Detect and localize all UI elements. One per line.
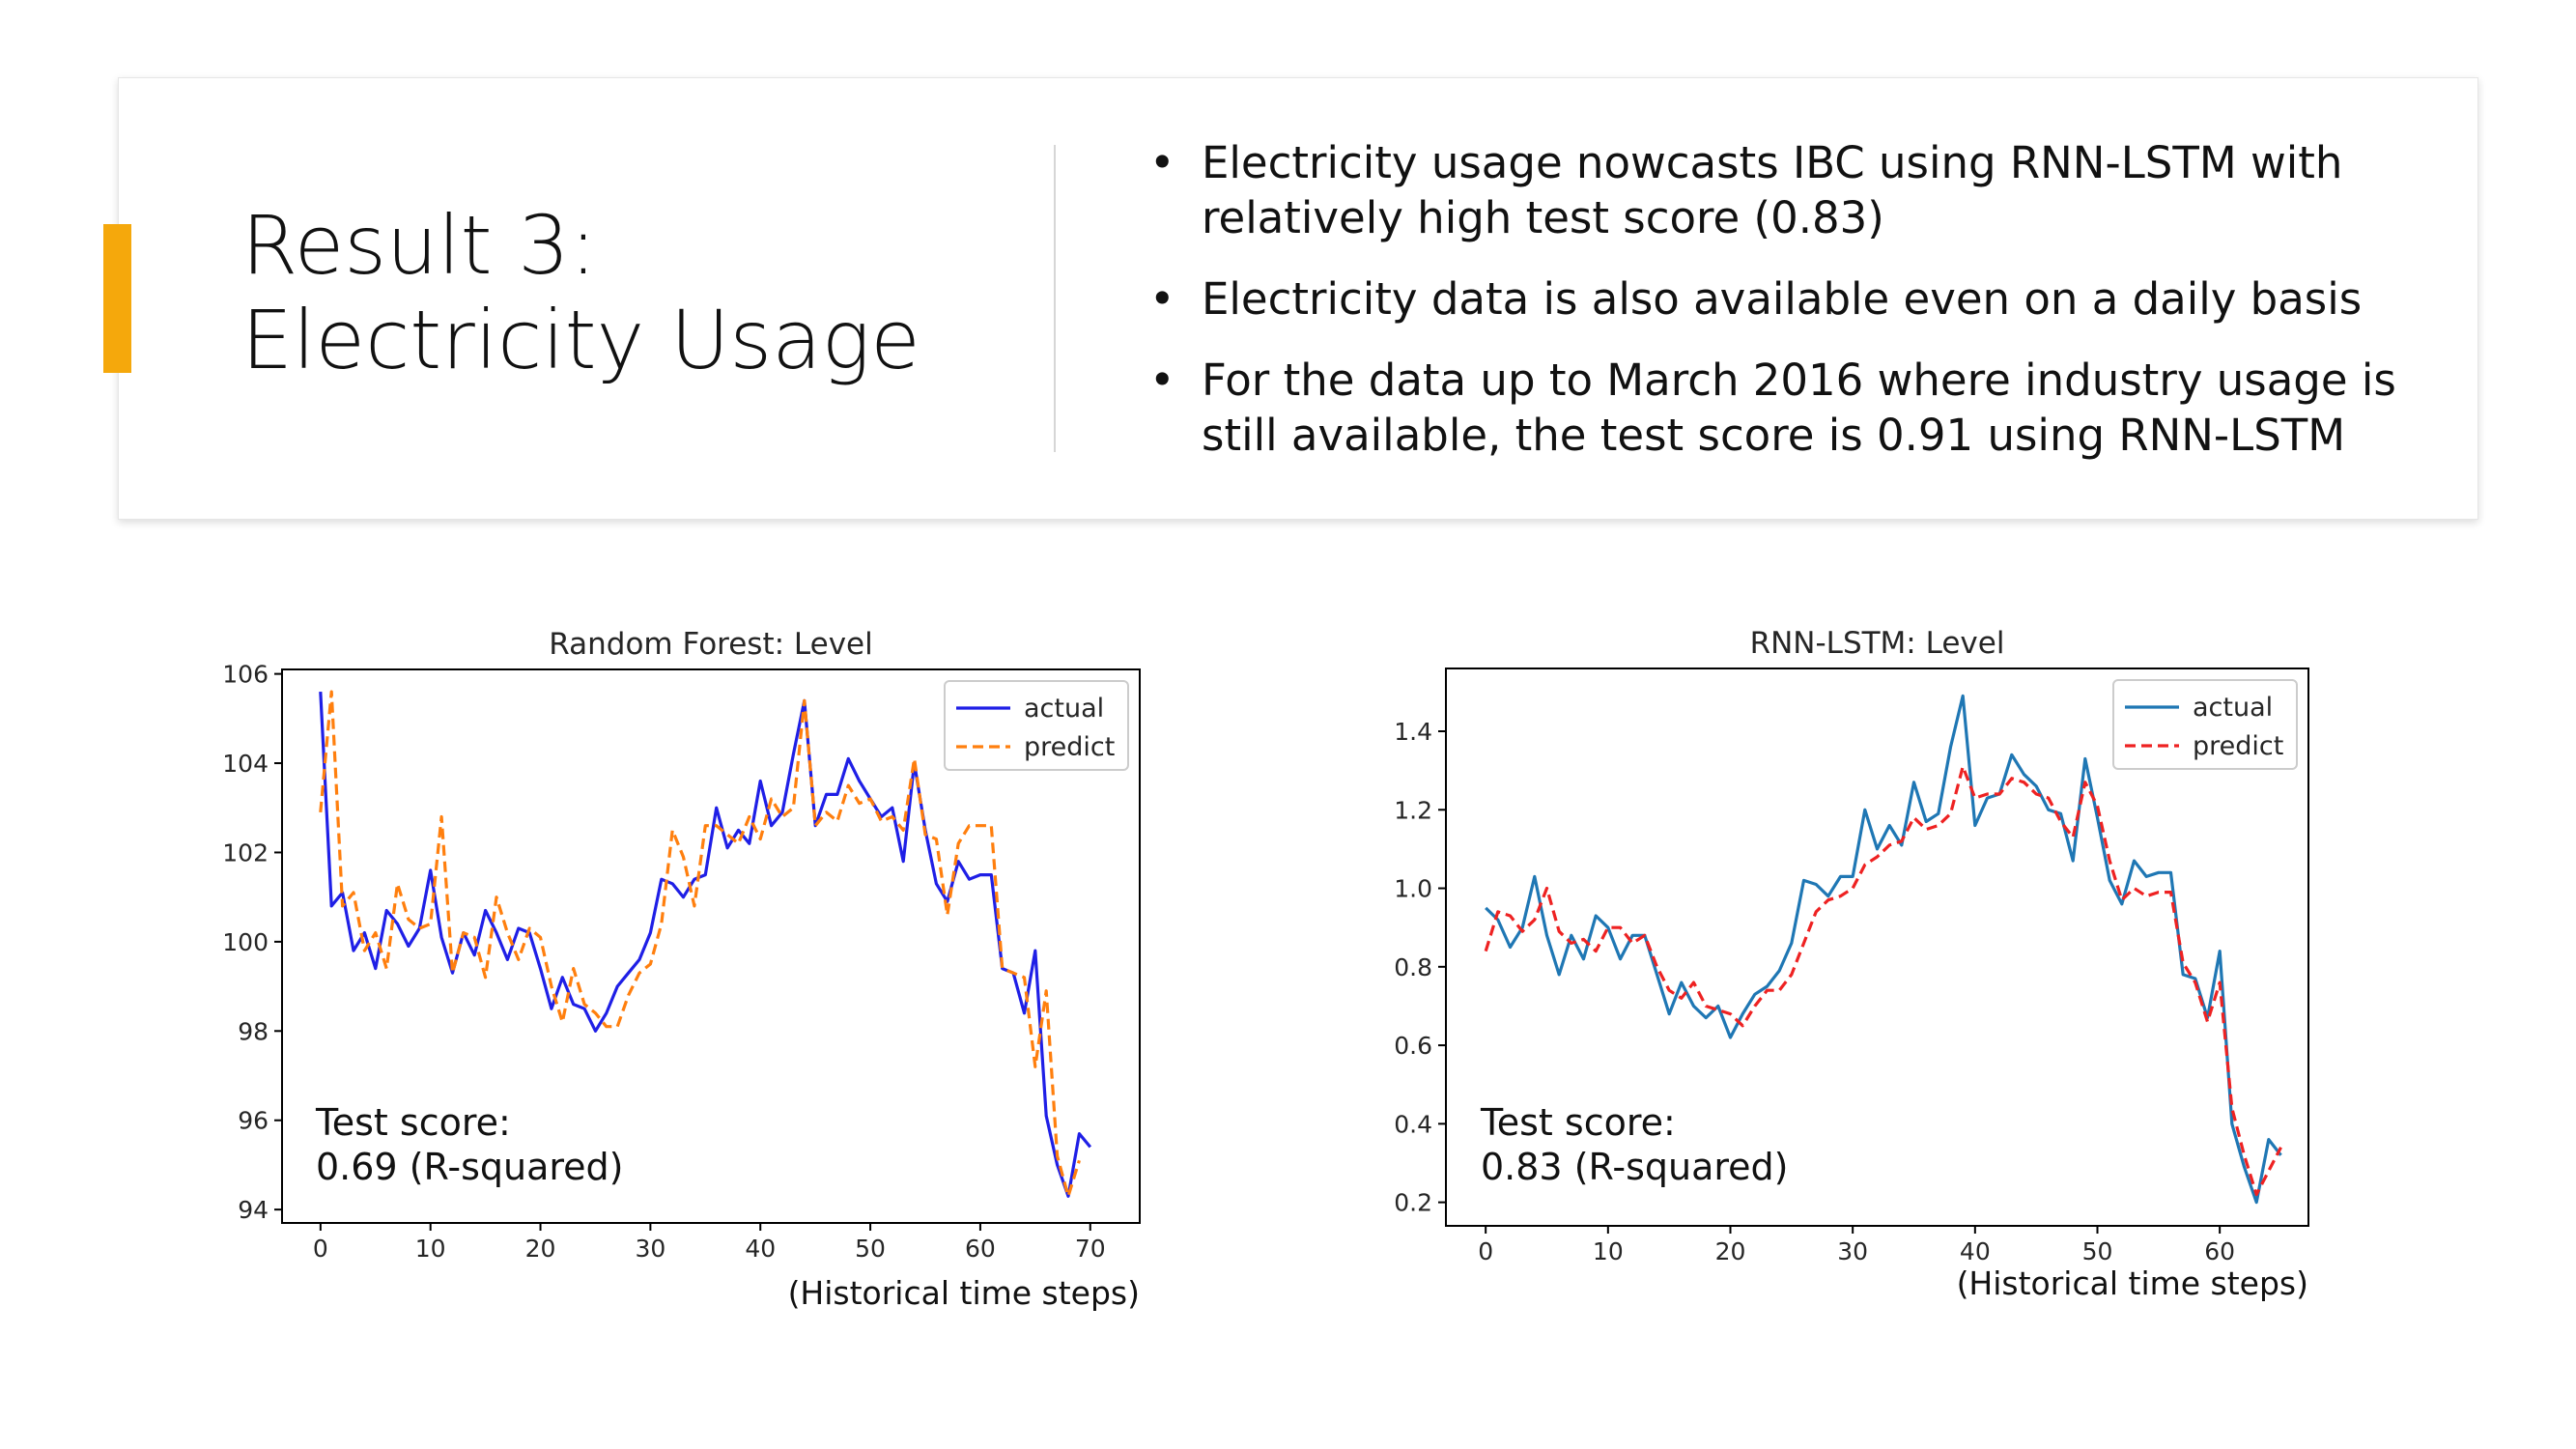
rnn-lstm-chart: RNN-LSTM: Level 0 10 20 30 40 50 60 0.2 0.4 0.6 0.8…	[1343, 609, 2328, 1323]
rf-y-tick-label: 96	[238, 1107, 269, 1135]
lstm-x-tick-label: 50	[2082, 1237, 2113, 1265]
lstm-series-predict-line	[1484, 765, 2282, 1197]
lstm-x-tick-label: 0	[1478, 1237, 1493, 1265]
rf-x-axis-label: (Historical time steps)	[788, 1274, 1140, 1312]
lstm-x-tick-label: 20	[1715, 1237, 1746, 1265]
lstm-y-tick-label: 0.6	[1394, 1032, 1432, 1060]
rf-x-tick-label: 0	[313, 1235, 328, 1263]
lstm-x-tick-label: 40	[1960, 1237, 1991, 1265]
bullet-dot-icon: •	[1149, 273, 1175, 325]
rf-y-tick-label: 100	[222, 928, 269, 956]
rf-legend-label-predict: predict	[1024, 732, 1115, 762]
rf-y-tick-label: 98	[238, 1017, 269, 1045]
lstm-x-tick-label: 10	[1593, 1237, 1624, 1265]
rf-x-tick-label: 30	[635, 1235, 665, 1263]
rf-axes-frame	[281, 668, 1141, 1224]
random-forest-chart-svg: Random Forest: Level 0 10 20 30 40 50 60 70 94 96 9…	[222, 627, 1141, 1312]
random-forest-chart: Random Forest: Level 0 10 20 30 40 50 60 70 94 96 9…	[174, 609, 1159, 1323]
rf-x-tick-label: 50	[855, 1235, 886, 1263]
rf-chart-title: Random Forest: Level	[549, 627, 872, 662]
header-card	[118, 77, 2478, 520]
lstm-test-score-line1: Test score:	[1481, 1101, 1676, 1144]
rf-series-actual-line	[319, 692, 1092, 1198]
rf-test-score-line2: 0.69 (R-squared)	[316, 1146, 624, 1188]
lstm-x-tick-label: 60	[2204, 1237, 2235, 1265]
rf-series-predict-line	[319, 690, 1081, 1198]
lstm-series-actual-line	[1485, 694, 2282, 1205]
slide-title-line2: Electricity Usage	[241, 293, 920, 387]
bullet-text: For the data up to March 2016 where indu…	[1202, 355, 2396, 461]
lstm-y-tick-label: 0.8	[1394, 953, 1432, 981]
slide-title-line1: Result 3:	[241, 198, 597, 293]
rf-y-tick-label: 106	[222, 661, 269, 689]
rf-test-score-label: Test score: 0.69 (R-squared)	[316, 1101, 624, 1188]
lstm-chart-title: RNN-LSTM: Level	[1750, 626, 2005, 661]
lstm-test-score-line2: 0.83 (R-squared)	[1481, 1146, 1789, 1188]
rnn-lstm-chart-svg: RNN-LSTM: Level 0 10 20 30 40 50 60 0.2 0.4 0.6 0.8…	[1394, 626, 2309, 1302]
rf-legend-label-actual: actual	[1024, 694, 1104, 724]
rf-y-tick-label: 104	[222, 750, 269, 778]
lstm-y-tick-label: 0.4	[1394, 1110, 1432, 1138]
rf-x-tick-label: 40	[745, 1235, 776, 1263]
bullet-text: Electricity usage nowcasts IBC using RNN…	[1202, 137, 2343, 243]
rf-test-score-line1: Test score:	[316, 1101, 511, 1144]
lstm-test-score-label: Test score: 0.83 (R-squared)	[1481, 1101, 1789, 1188]
accent-bar	[103, 224, 131, 373]
lstm-x-tick-label: 30	[1837, 1237, 1868, 1265]
rf-x-tick-label: 70	[1075, 1235, 1106, 1263]
lstm-y-tick-label: 0.2	[1394, 1189, 1432, 1217]
lstm-axes-frame	[1445, 668, 2309, 1227]
lstm-x-axis-label: (Historical time steps)	[1957, 1264, 2308, 1302]
bullet-item: • Electricity data is also available even…	[1149, 271, 2453, 327]
lstm-y-tick-label: 1.0	[1394, 875, 1432, 903]
rf-x-tick-label: 10	[415, 1235, 446, 1263]
slide-title: Result 3: Electricity Usage	[241, 198, 920, 387]
rf-y-tick-label: 102	[222, 838, 269, 867]
divider	[1054, 145, 1056, 452]
rf-x-tick-label: 20	[525, 1235, 556, 1263]
lstm-y-tick-label: 1.2	[1394, 796, 1432, 824]
bullet-item: • For the data up to March 2016 where ind…	[1149, 353, 2453, 463]
lstm-y-tick-label: 1.4	[1394, 718, 1432, 746]
rf-x-tick-label: 60	[965, 1235, 996, 1263]
lstm-legend-label-predict: predict	[2193, 731, 2283, 761]
bullet-item: • Electricity usage nowcasts IBC using RN…	[1149, 135, 2453, 245]
bullet-text: Electricity data is also available even …	[1202, 273, 2363, 325]
lstm-legend-label-actual: actual	[2193, 693, 2273, 723]
bullet-dot-icon: •	[1149, 137, 1175, 188]
rf-y-tick-label: 94	[238, 1196, 269, 1224]
bullet-list: • Electricity usage nowcasts IBC using RN…	[1149, 135, 2453, 489]
bullet-dot-icon: •	[1149, 355, 1175, 406]
